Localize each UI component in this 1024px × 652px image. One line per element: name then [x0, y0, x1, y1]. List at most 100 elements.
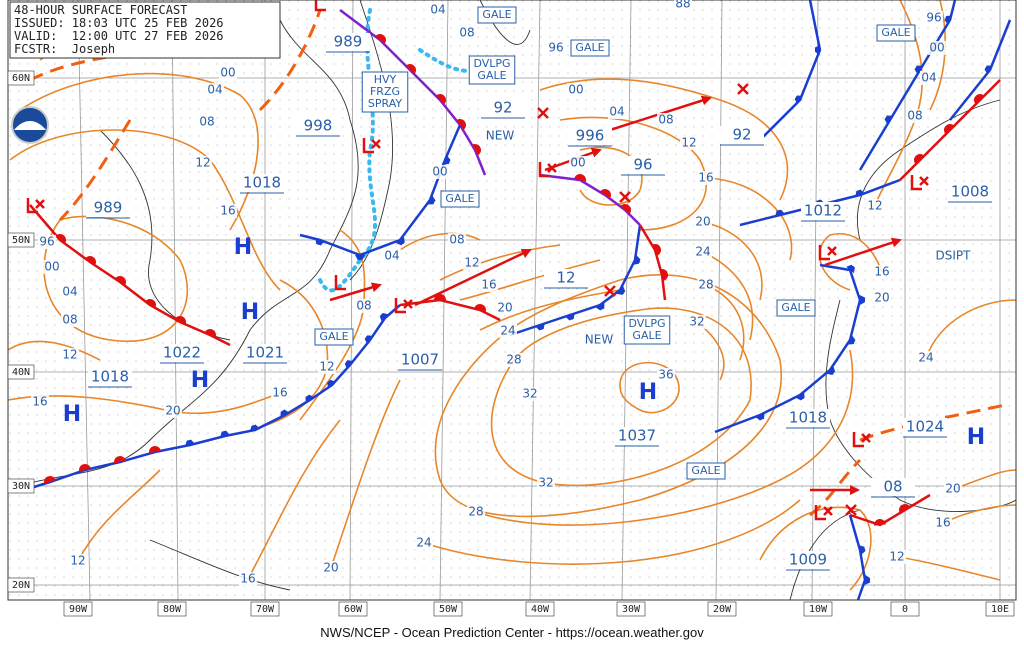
lon-label: 20W [713, 604, 732, 615]
pressure-value: 1018 [91, 368, 129, 386]
warning-label: GALE [881, 26, 910, 39]
lat-label: 50N [12, 235, 30, 246]
warning-box [361, 71, 409, 113]
pressure-bg [786, 551, 830, 569]
pressure-bg [86, 199, 130, 217]
isobar-label-bg [928, 41, 946, 55]
warm-front [849, 493, 931, 527]
warning-label: GALE [445, 192, 474, 205]
note: NEW [486, 129, 515, 143]
isobar-label: 16 [272, 386, 287, 400]
isobar-label-bg [219, 204, 237, 218]
warning-label: GALE [781, 301, 810, 314]
isobar-label-bg [43, 260, 61, 274]
isobar-label: 08 [449, 233, 464, 247]
pressure-bg [544, 269, 588, 287]
note: NEW [585, 333, 614, 347]
warm-front [29, 204, 231, 347]
lat-label: 40N [12, 367, 30, 378]
lon-label-box [525, 601, 555, 617]
isobar-label: 96 [39, 235, 54, 249]
pressure-value: 989 [334, 33, 363, 51]
lat-label-box [7, 364, 35, 380]
high-center: H [639, 380, 657, 405]
high-center: H [967, 425, 985, 450]
isobar-label-bg [694, 245, 712, 259]
isobar-label-bg [31, 395, 49, 409]
cold-front [858, 0, 957, 171]
pressure-value: 1018 [243, 174, 281, 192]
isobar-label-bg [322, 561, 340, 575]
warning-box [686, 462, 726, 480]
isobar-label: 08 [62, 313, 77, 327]
isobar-label: 96 [926, 11, 941, 25]
warning-box [570, 39, 610, 57]
isobar-label-bg [448, 233, 466, 247]
isobar-label-bg [480, 278, 498, 292]
isobar-label: 20 [945, 482, 960, 496]
isobar-label-bg [467, 505, 485, 519]
isobar-label: 16 [698, 171, 713, 185]
occluded-front [339, 9, 487, 176]
pressure-value: 92 [493, 99, 512, 117]
isobar-label: 08 [199, 115, 214, 129]
lat-label-box [7, 232, 35, 248]
lon-label-box [433, 601, 463, 617]
lon-label-box [707, 601, 737, 617]
isobar-label-bg [569, 156, 587, 170]
isobar-label: 24 [695, 245, 710, 259]
isobar-label: 16 [220, 204, 235, 218]
isobar-label-bg [674, 0, 692, 11]
isobar-label-bg [38, 235, 56, 249]
pressure-value: 08 [883, 478, 902, 496]
cold-front [848, 514, 865, 601]
isobar-label: 32 [522, 387, 537, 401]
warning-label: GALE [319, 330, 348, 343]
isobar-label: 08 [907, 109, 922, 123]
cold-front [714, 265, 860, 434]
warning-label: HVY FRZG SPRAY [368, 73, 402, 110]
isobar-label: 00 [568, 83, 583, 97]
map-frame [7, 0, 1017, 601]
warning-box [314, 328, 354, 346]
warning-box [623, 315, 671, 345]
warning-label: GALE [482, 8, 511, 21]
isobar-label-bg [688, 315, 706, 329]
warning-box [477, 6, 517, 24]
isobar-label: 28 [698, 278, 713, 292]
isobar-label: 00 [432, 165, 447, 179]
isobar-label-bg [873, 291, 891, 305]
isobar-label-bg [61, 348, 79, 362]
isobar-label-bg [164, 404, 182, 418]
isobar-label: 04 [384, 249, 399, 263]
warning-label: GALE [575, 41, 604, 54]
isobar-label-bg [537, 476, 555, 490]
isobar-label: 12 [70, 554, 85, 568]
pressure-bg [240, 174, 284, 192]
warning-box [468, 55, 516, 85]
isobar-label-bg [61, 313, 79, 327]
warm-front [638, 224, 668, 301]
isobar-label-bg [496, 301, 514, 315]
pressure-value: 989 [94, 199, 123, 217]
issued: ISSUED: 18:03 UTC 25 FEB 2026 [14, 16, 224, 30]
lat-label-box [7, 478, 35, 494]
pressure-bg [160, 344, 204, 362]
lon-label-box [338, 601, 368, 617]
forecaster: FCSTR: Joseph [14, 42, 115, 56]
title: 48-HOUR SURFACE FORECAST [14, 3, 187, 17]
lat-label-box [7, 577, 35, 593]
isobar-label: 32 [689, 315, 704, 329]
cold-front [509, 224, 640, 337]
isobar-label-bg [917, 351, 935, 365]
noaa-logo [11, 106, 49, 144]
lon-label: 50W [439, 604, 458, 615]
pressure-value: 1022 [163, 344, 201, 362]
cold-front [759, 0, 822, 141]
pressure-bg [326, 33, 370, 51]
isobar-label: 16 [240, 572, 255, 586]
isobar-label-bg [198, 115, 216, 129]
warning-label: DVLPG GALE [473, 57, 510, 82]
low-symbols [26, 0, 929, 521]
isobar-label: 04 [609, 105, 624, 119]
